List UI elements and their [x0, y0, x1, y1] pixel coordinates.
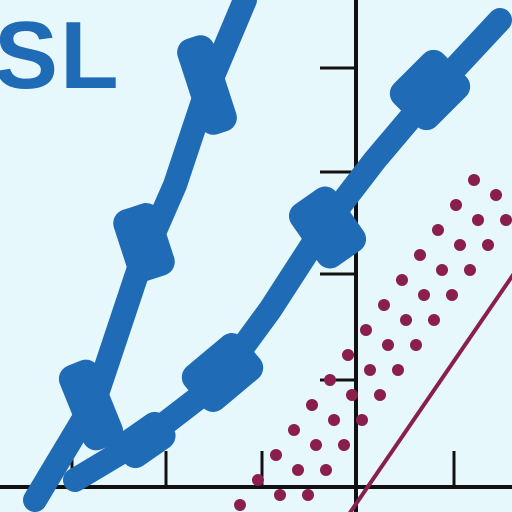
- maroon-dot: [364, 364, 376, 376]
- maroon-dot: [482, 239, 494, 251]
- maroon-dot: [418, 289, 430, 301]
- maroon-dot: [342, 349, 354, 361]
- maroon-dot: [396, 274, 408, 286]
- maroon-dot: [500, 214, 512, 226]
- maroon-dot: [450, 199, 462, 211]
- maroon-dot: [414, 249, 426, 261]
- maroon-dot: [306, 399, 318, 411]
- maroon-dot: [436, 264, 448, 276]
- maroon-dot: [302, 489, 314, 501]
- maroon-dot: [252, 474, 264, 486]
- maroon-dot: [234, 499, 246, 511]
- maroon-dot: [360, 324, 372, 336]
- maroon-dot: [338, 439, 350, 451]
- maroon-dot: [378, 299, 390, 311]
- maroon-dot: [472, 214, 484, 226]
- maroon-dot: [356, 414, 368, 426]
- maroon-dot: [392, 364, 404, 376]
- maroon-dot: [410, 339, 422, 351]
- maroon-dot: [320, 464, 332, 476]
- maroon-dot: [328, 414, 340, 426]
- maroon-line: [345, 272, 512, 512]
- maroon-dot: [310, 439, 322, 451]
- maroon-dot: [270, 449, 282, 461]
- maroon-dot: [428, 314, 440, 326]
- maroon-dot: [446, 289, 458, 301]
- maroon-dot: [432, 224, 444, 236]
- maroon-dot: [490, 189, 502, 201]
- maroon-dot: [468, 174, 480, 186]
- maroon-dot: [346, 389, 358, 401]
- maroon-dot: [464, 264, 476, 276]
- maroon-dot: [292, 464, 304, 476]
- maroon-dot: [374, 389, 386, 401]
- maroon-dot: [274, 489, 286, 501]
- corner-label-text: SL: [0, 8, 121, 104]
- maroon-dot: [382, 339, 394, 351]
- maroon-dot: [400, 314, 412, 326]
- maroon-dot: [454, 239, 466, 251]
- maroon-dot: [288, 424, 300, 436]
- maroon-dots: [234, 174, 512, 512]
- maroon-dot: [324, 374, 336, 386]
